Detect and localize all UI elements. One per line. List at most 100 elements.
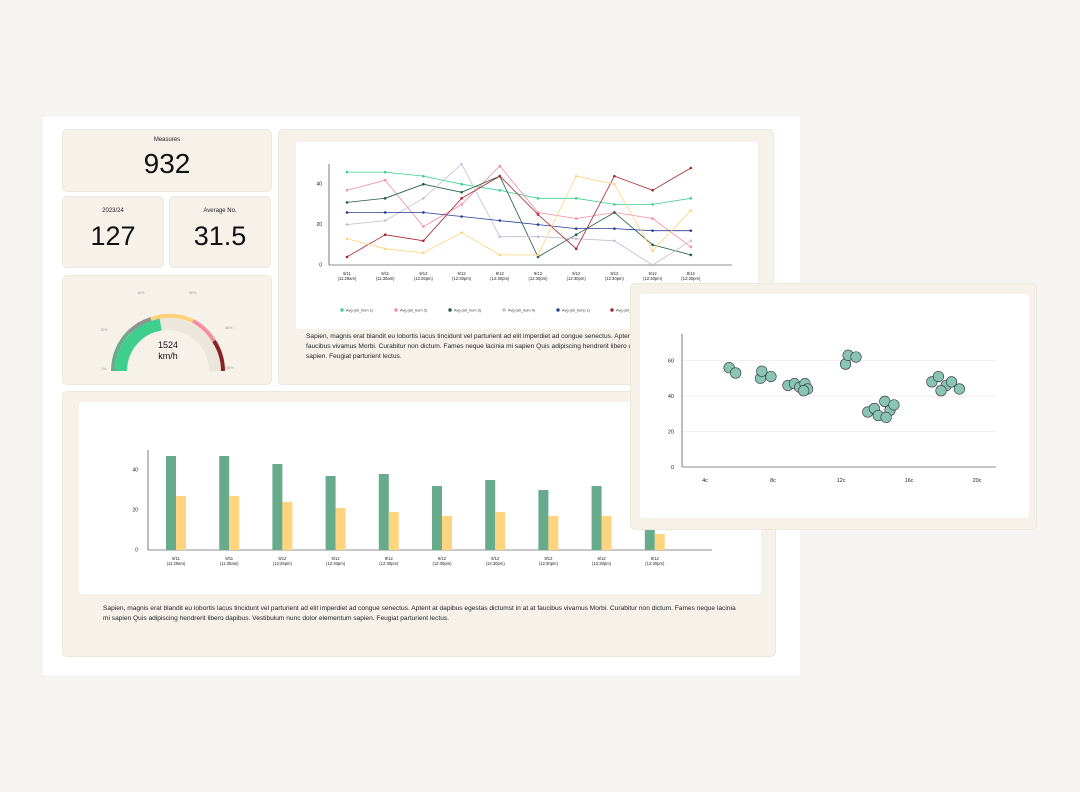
line-point-4-0	[345, 211, 349, 214]
line-legend-swatch-4	[556, 308, 560, 312]
line-point-4-1	[383, 211, 387, 214]
line-point-0-5	[536, 197, 540, 200]
line-point-4-9	[689, 229, 693, 232]
bar-0-8	[591, 486, 602, 550]
gauge-card: 0% 20% 40% 60% 80% 100% 1524 km/h	[62, 275, 272, 385]
bar-0-5	[432, 486, 442, 550]
line-ytick-0: 0	[319, 263, 322, 269]
gauge-band-yellow	[150, 313, 194, 323]
line-chart-description: Sapien, magnis erat blandit eu lobortis …	[306, 333, 755, 360]
line-point-5-4	[498, 174, 502, 178]
line-point-3-3	[460, 162, 463, 166]
line-point-0-6	[574, 197, 578, 200]
line-xlabel-date-3: 9/12	[458, 271, 467, 276]
line-xlabel-date-0: 9/11	[343, 271, 352, 276]
line-xlabel-time-2: (12:26pm)	[414, 276, 434, 281]
bar-0-6	[485, 480, 496, 550]
line-point-0-2	[422, 174, 425, 178]
gauge-band-pink	[191, 319, 216, 343]
line-point-3-0	[345, 223, 349, 226]
bar-1-3	[335, 508, 346, 550]
line-xlabel-time-7: (12:30pm)	[605, 276, 625, 281]
line-point-1-2	[422, 225, 425, 228]
gauge-tick-0: 0%	[101, 367, 106, 371]
bar-ytick-2: 40	[132, 468, 138, 474]
line-point-0-3	[460, 182, 463, 186]
line-point-1-8	[651, 217, 654, 220]
line-xlabel-date-2: 9/12	[419, 271, 428, 276]
line-point-4-2	[422, 211, 425, 214]
line-point-5-9	[689, 166, 693, 170]
line-xlabel-time-9: (12:30pm)	[681, 276, 701, 281]
bar-0-7	[538, 490, 549, 550]
line-ytick-1: 20	[316, 222, 322, 228]
line-point-4-5	[536, 223, 540, 226]
bar-1-5	[442, 516, 452, 550]
measures-value: 932	[143, 148, 191, 179]
bar-0-4	[378, 474, 389, 550]
bar-xlabel-date-1: 9/11	[225, 556, 234, 561]
bar-chart-description: Sapien, magnis erat blandit eu lobortis …	[103, 605, 736, 622]
line-point-1-0	[345, 188, 349, 192]
line-point-0-7	[613, 203, 616, 206]
bar-0-2	[272, 464, 283, 550]
line-point-5-5	[536, 213, 540, 216]
line-point-4-4	[498, 219, 502, 222]
bar-0-1	[219, 456, 230, 550]
bar-xlabel-time-3: (12:30pm)	[326, 561, 346, 566]
bar-xlabel-time-8: (12:30pm)	[592, 561, 612, 566]
gauge-tick-5: 100%	[225, 366, 234, 370]
line-point-2-2	[422, 182, 425, 186]
scatter-ytick-1: 20	[668, 429, 674, 435]
line-point-2-7	[613, 211, 616, 214]
line-series-5	[346, 167, 692, 258]
line-xlabel-date-6: 9/12	[572, 271, 581, 276]
line-point-3-1	[383, 219, 387, 222]
bar-xlabel-date-9: 9/12	[651, 556, 660, 561]
line-point-4-3	[460, 215, 463, 218]
line-point-6-9	[689, 209, 693, 212]
gauge-band-red	[212, 339, 225, 372]
line-xlabel-date-9: 9/12	[687, 271, 696, 276]
line-point-5-1	[383, 233, 387, 236]
bar-1-6	[495, 512, 506, 550]
line-point-6-8	[651, 249, 654, 253]
bar-xlabel-date-2: 9/12	[278, 556, 287, 561]
bar-1-2	[282, 502, 293, 550]
scatter-point-22	[932, 370, 945, 383]
scatter-point-24	[945, 376, 958, 388]
scatter-point-1	[730, 367, 742, 379]
bar-xlabel-time-6: (12:30pm)	[486, 561, 506, 566]
line-xlabel-date-4: 9/12	[496, 271, 505, 276]
line-xlabel-time-3: (12:30pm)	[452, 276, 472, 281]
line-point-2-6	[574, 233, 578, 236]
line-point-6-4	[498, 253, 502, 257]
line-point-1-5	[536, 211, 540, 214]
line-point-5-3	[460, 197, 463, 200]
line-series-1	[346, 165, 692, 248]
line-xlabel-time-6: (12:30pm)	[567, 276, 587, 281]
average-card: Average No. 31.5	[169, 196, 271, 268]
scatter-point-25	[935, 385, 947, 397]
line-point-0-9	[689, 197, 693, 200]
scatter-point-19	[888, 399, 900, 411]
line-point-5-2	[422, 239, 425, 243]
gauge-tick-4: 80%	[225, 326, 232, 330]
bar-xlabel-date-0: 9/11	[172, 556, 181, 561]
bar-xlabel-date-3: 9/12	[332, 556, 341, 561]
bar-xlabel-date-6: 9/12	[491, 556, 500, 561]
line-series-3	[346, 163, 692, 266]
line-point-3-5	[536, 235, 540, 239]
line-point-1-6	[574, 217, 578, 220]
line-point-6-7	[613, 182, 616, 186]
line-point-0-0	[345, 170, 349, 174]
scatter-xtick-1: 8c	[770, 478, 776, 484]
bar-1-0	[176, 496, 186, 550]
scatter-point-26	[953, 383, 965, 395]
bar-xlabel-time-0: (11:29am)	[167, 561, 186, 566]
line-point-5-7	[613, 174, 616, 178]
bar-xlabel-date-8: 9/12	[598, 556, 607, 561]
line-point-6-0	[345, 237, 349, 241]
line-point-1-3	[460, 203, 463, 206]
line-point-6-5	[536, 253, 540, 257]
